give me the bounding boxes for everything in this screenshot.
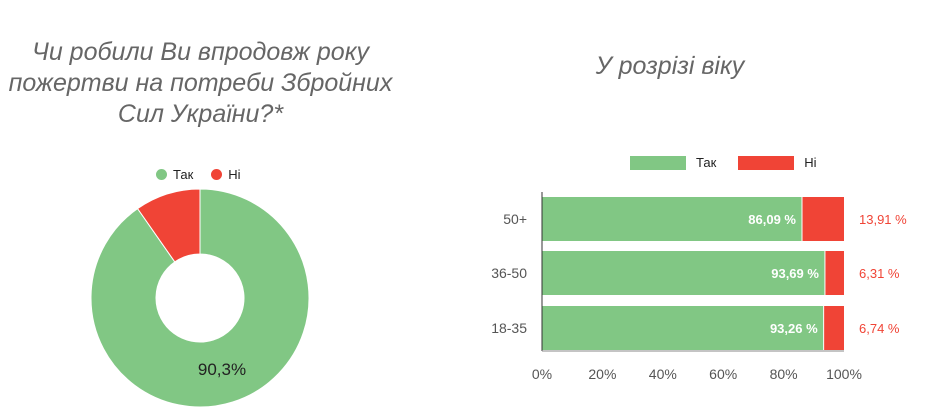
x-tick-label-4: 80%	[770, 366, 798, 382]
category-label-18-35: 18-35	[491, 320, 527, 336]
donut-chart-title: Чи робили Ви впродовж року пожертви на п…	[8, 38, 393, 128]
legend-label-no: Ні	[228, 167, 241, 182]
bar-yes-36-50	[542, 251, 825, 295]
category-label-36-50: 36-50	[491, 265, 527, 281]
legend-swatch-yes	[156, 169, 167, 180]
bar-no-50+	[801, 197, 844, 241]
bar-legend-item-no: Ні	[738, 155, 817, 170]
legend-item-yes: Так	[156, 167, 193, 182]
bar-yes-50+	[542, 197, 802, 241]
bar-yes-18-35	[542, 306, 824, 350]
bar-legend-item-yes: Так	[630, 155, 716, 170]
bar-legend: Так Ні	[630, 155, 835, 170]
bar-legend-swatch-no	[738, 155, 795, 170]
x-tick-label-0: 0%	[532, 366, 552, 382]
bar-no-36-50	[824, 251, 844, 295]
bar-legend-label-no: Ні	[804, 155, 817, 170]
bar-label-no-50+: 13,91 %	[859, 212, 907, 227]
bar-label-yes-50+: 86,09 %	[748, 212, 796, 227]
x-tick-label-1: 20%	[588, 366, 616, 382]
category-label-50+: 50+	[503, 211, 527, 227]
bar-chart-title: У розрізі віку	[595, 52, 745, 80]
bar-label-yes-36-50: 93,69 %	[771, 266, 819, 281]
x-tick-label-5: 100%	[826, 366, 862, 382]
bar-legend-swatch-yes	[630, 155, 686, 170]
donut-slice-yes	[90, 188, 310, 408]
x-tick-label-2: 40%	[649, 366, 677, 382]
bar-label-yes-18-35: 93,26 %	[770, 321, 818, 336]
bar-legend-label-yes: Так	[696, 155, 717, 170]
donut-slice-no	[136, 188, 201, 263]
x-tick-label-3: 60%	[709, 366, 737, 382]
bar-label-no-36-50: 6,31 %	[859, 266, 900, 281]
legend-swatch-no	[211, 169, 223, 180]
bar-no-18-35	[823, 306, 844, 350]
donut-data-label-yes: 90,3%	[198, 360, 246, 379]
donut-legend: Так Ні	[156, 167, 259, 182]
legend-label-yes: Так	[173, 167, 194, 182]
legend-item-no: Ні	[211, 167, 241, 182]
bar-label-no-18-35: 6,74 %	[859, 321, 900, 336]
